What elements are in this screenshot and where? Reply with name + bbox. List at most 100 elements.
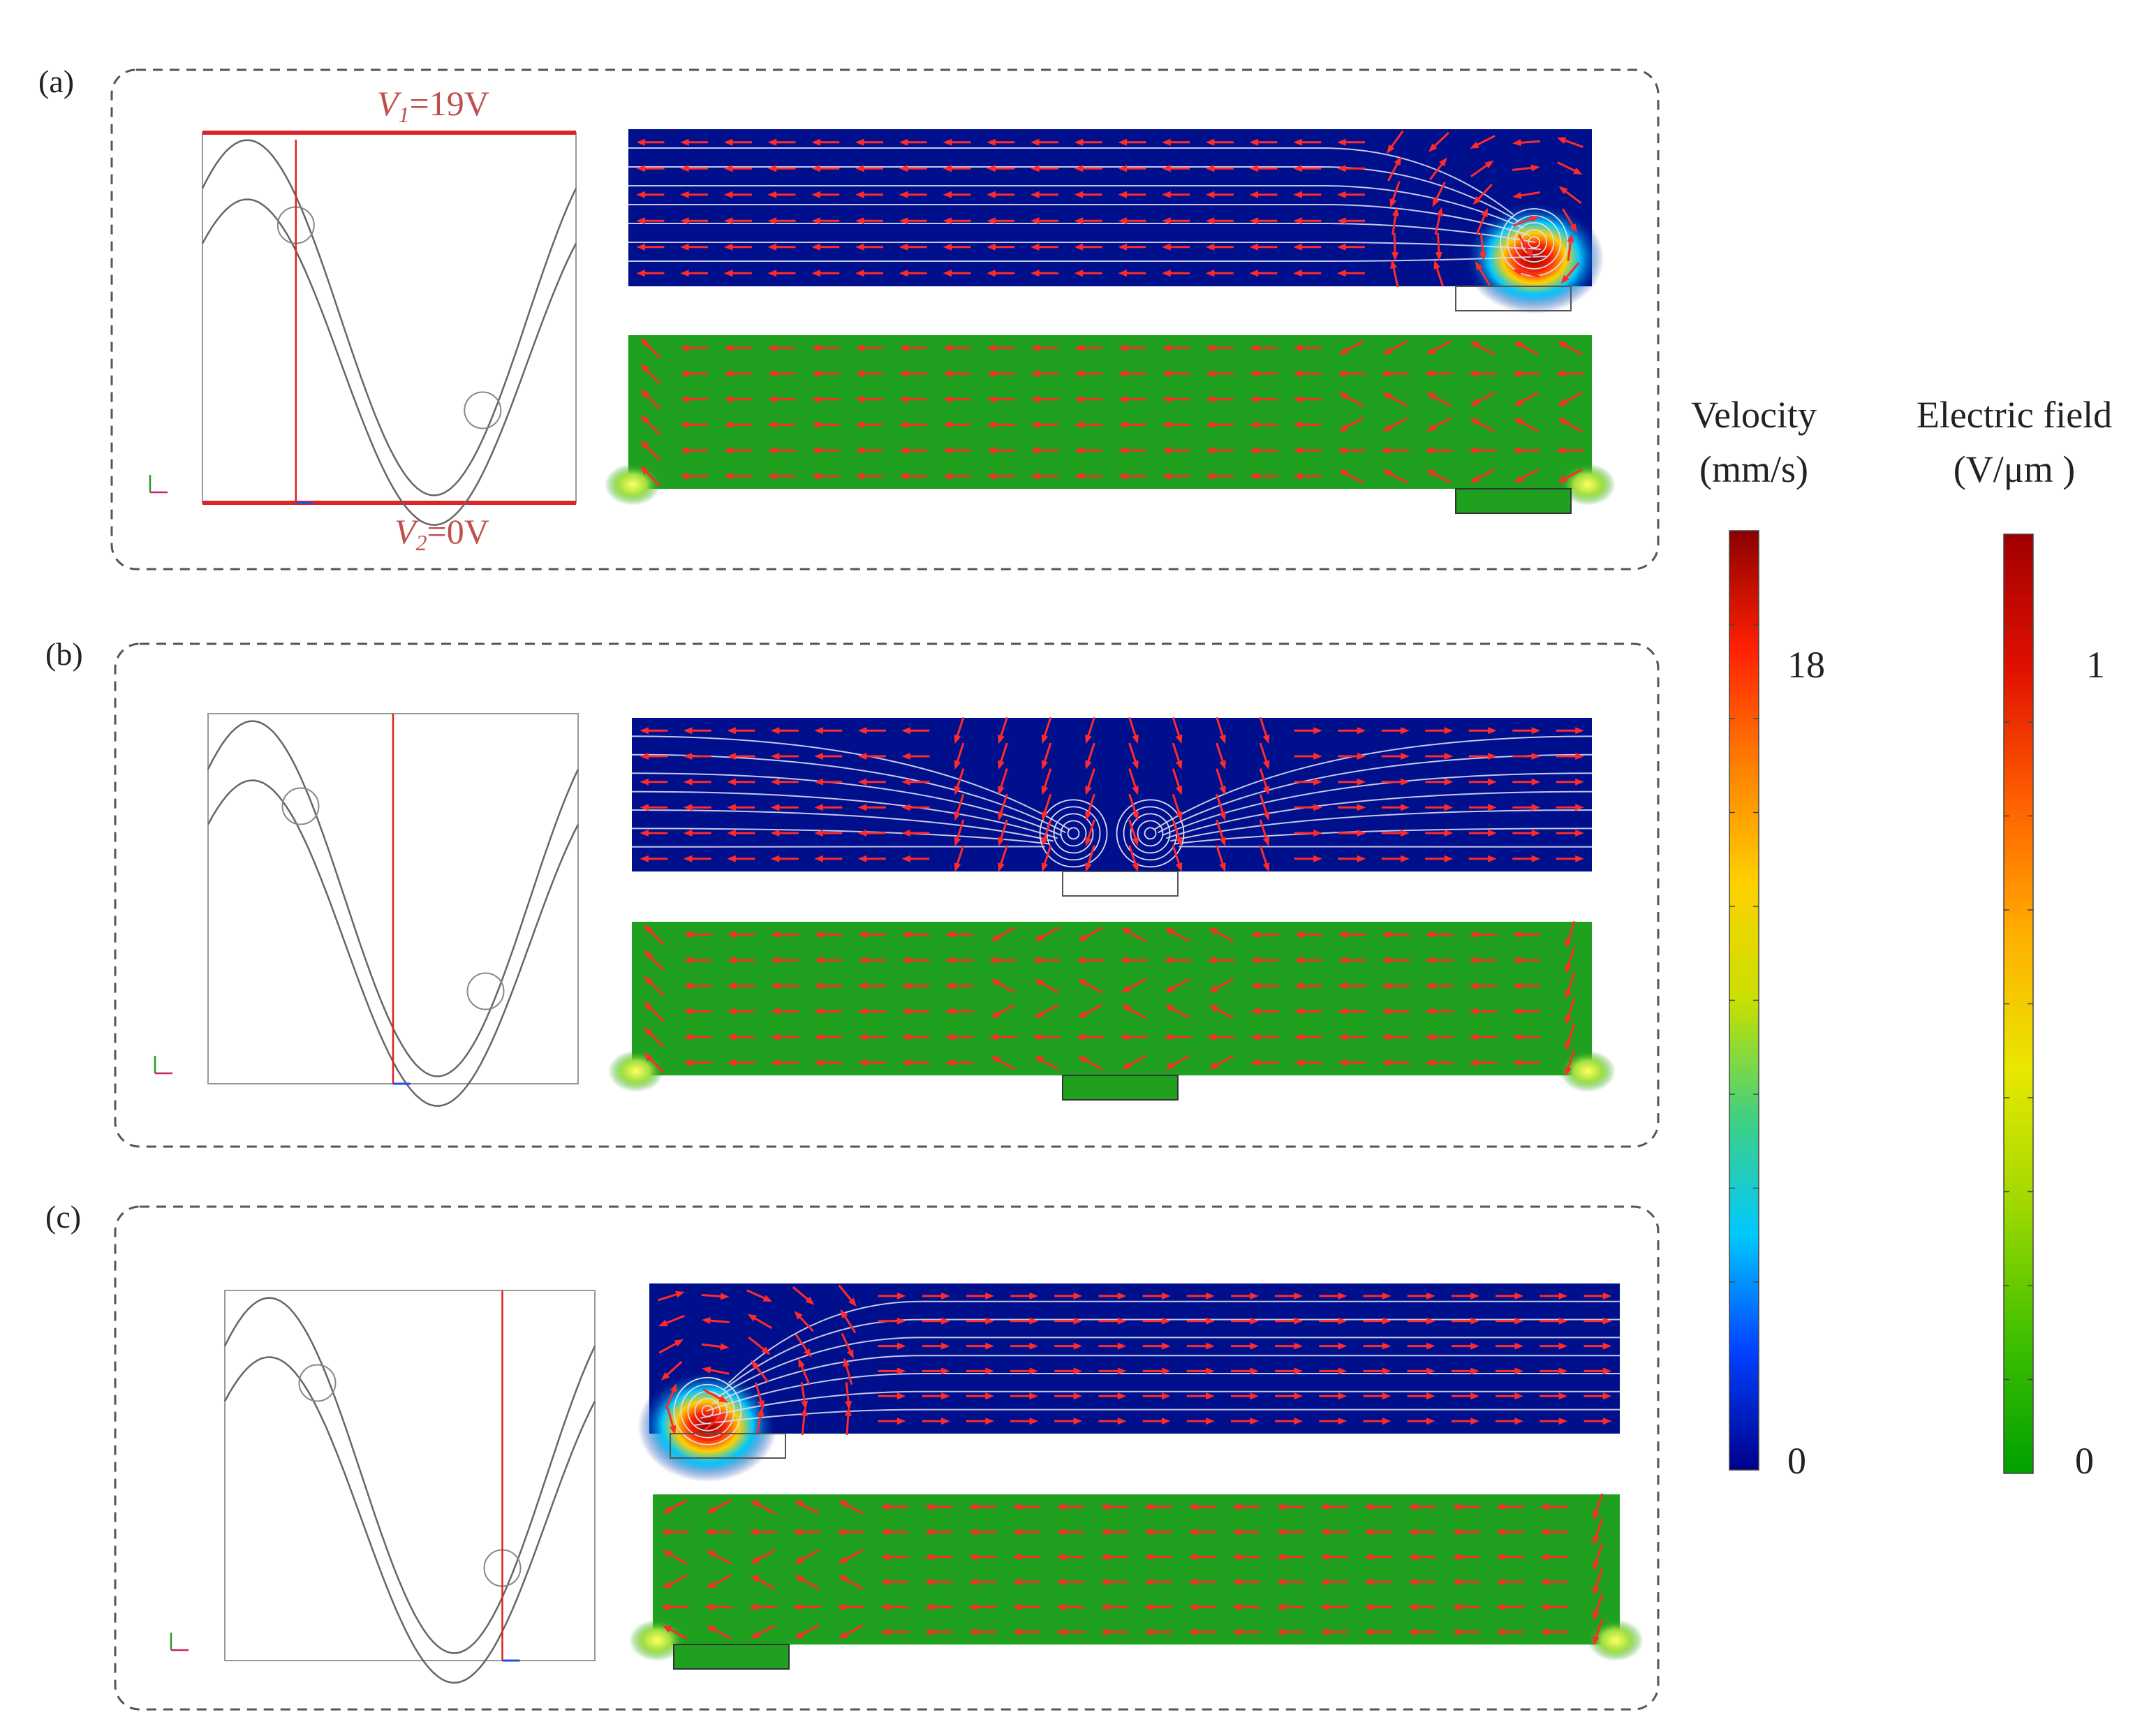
velocity-colorbar: Velocity (mm/s) 18 0 [1691, 394, 1825, 1482]
field-arrowhead [901, 830, 910, 837]
streamline [695, 1408, 1620, 1426]
particle-circle [464, 391, 502, 429]
field-arrowhead [1219, 862, 1226, 872]
field-arrowhead [727, 830, 736, 837]
field-arrowhead [1432, 198, 1440, 207]
vortex-streamline [701, 1404, 714, 1418]
field-arrowhead [901, 957, 910, 964]
field-arrowhead [1593, 1585, 1600, 1596]
field-arrowhead [855, 421, 864, 429]
field-arrowhead [1294, 931, 1304, 939]
field-arrowhead [662, 1581, 672, 1589]
field-arrowhead [1408, 1603, 1417, 1611]
field-arrowhead [723, 370, 733, 377]
field-arrowhead [968, 1553, 977, 1561]
efield-background [653, 1494, 1620, 1645]
panel-a: (a) V1=19V V2=0V [38, 64, 1660, 571]
field-arrowhead [1205, 395, 1215, 403]
field-arrowhead [683, 778, 693, 786]
field-arrowhead [1602, 1317, 1612, 1325]
field-arrowhead [1074, 138, 1084, 146]
field-arrowhead [855, 395, 864, 403]
field-arrowhead [1144, 1503, 1153, 1510]
field-arrowhead [1188, 1503, 1197, 1510]
field-arrowhead [990, 1010, 1001, 1018]
field-arrowhead [943, 472, 952, 480]
field-arrowhead [636, 270, 645, 277]
field-arrowhead [748, 1528, 758, 1536]
field-arrowhead [998, 786, 1005, 795]
field-arrowhead [1188, 1578, 1197, 1586]
field-arrowhead [798, 1358, 805, 1368]
field-arrowhead [1512, 1008, 1521, 1015]
field-arrowhead [1250, 1008, 1260, 1015]
field-arrowhead [1132, 811, 1139, 821]
particle-circle [298, 1364, 337, 1402]
field-arrowhead [1468, 370, 1477, 377]
field-arrowhead [968, 1603, 977, 1611]
field-arrowhead [1085, 862, 1092, 872]
field-arrowhead [794, 1500, 804, 1508]
field-arrowhead [1531, 855, 1541, 862]
field-arrowhead [1165, 1004, 1175, 1013]
field-arrowhead [636, 165, 645, 172]
field-arrowhead [1357, 778, 1366, 786]
field-arrowhead [680, 421, 689, 429]
field-arrowhead [1514, 1418, 1523, 1425]
field-arrowhead [1424, 447, 1434, 454]
field-arrowhead [1249, 217, 1259, 225]
field-arrowhead [1029, 1367, 1038, 1375]
field-arrowhead [1313, 778, 1322, 786]
field-arrowhead [706, 1506, 716, 1514]
field-arrowhead [750, 1631, 760, 1639]
efield-corner-hotspot [605, 464, 660, 506]
field-arrowhead [1293, 395, 1302, 403]
field-arrowhead [1162, 421, 1171, 429]
field-arrowhead [1425, 1059, 1434, 1066]
field-arrowhead [1531, 830, 1541, 837]
field-arrowhead [1337, 191, 1346, 198]
field-arrowhead [767, 344, 777, 352]
field-arrowhead [1262, 786, 1270, 795]
field-arrowhead [767, 191, 777, 198]
field-arrowhead [1249, 472, 1259, 480]
field-arrowhead [1575, 804, 1584, 811]
field-arrowhead [1540, 1553, 1549, 1561]
field-arrowhead [1452, 1553, 1461, 1561]
field-arrowhead [1565, 1040, 1572, 1050]
field-arrowhead [767, 472, 777, 480]
field-arrowhead [1262, 837, 1270, 846]
field-arrowhead [1496, 1578, 1505, 1586]
field-arrowhead [1558, 398, 1567, 406]
field-arrowhead [954, 811, 961, 821]
vortex-streamline [1137, 820, 1164, 847]
field-arrowhead [1313, 830, 1322, 837]
field-arrowhead [1425, 1008, 1434, 1015]
field-arrowhead [1560, 274, 1570, 284]
field-arrowhead [901, 855, 910, 862]
field-arrowhead [723, 138, 733, 146]
field-arrowhead [1337, 165, 1346, 172]
field-arrowhead [1426, 392, 1436, 400]
field-arrowhead [1408, 1628, 1417, 1636]
field-arrowhead [770, 778, 780, 786]
field-arrowhead [1470, 1367, 1479, 1375]
field-arrowhead [770, 957, 780, 964]
field-arrowhead [1338, 957, 1347, 964]
field-arrowhead [1205, 421, 1215, 429]
vortex-streamline [1060, 820, 1087, 847]
field-arrowhead [1294, 1292, 1304, 1300]
field-arrowhead [1262, 862, 1270, 872]
field-arrowhead [1121, 927, 1131, 936]
field-arrowhead [794, 1311, 803, 1320]
field-arrowhead [1162, 1292, 1171, 1300]
field-arrowhead [1074, 472, 1084, 480]
field-arrowhead [1077, 1010, 1088, 1018]
velocity-field-background [632, 718, 1592, 871]
field-arrowhead [1428, 143, 1438, 152]
field-arrowhead [1250, 1342, 1259, 1350]
field-arrowhead [680, 370, 689, 377]
field-arrowhead [1426, 1317, 1435, 1325]
field-arrowhead [662, 1550, 672, 1558]
field-arrowhead [660, 1603, 670, 1611]
